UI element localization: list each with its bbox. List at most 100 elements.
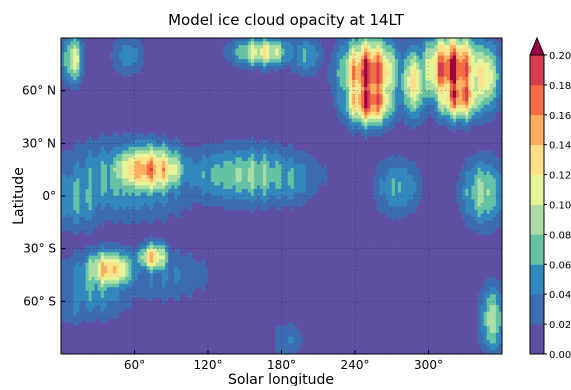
heatmap-cell [361,76,365,81]
heatmap-cell [385,66,390,71]
heatmap-cell [82,59,87,64]
heatmap-cell [290,76,295,81]
heatmap-cell [146,52,151,57]
heatmap-cell [296,55,301,60]
heatmap-cell [477,73,482,78]
heatmap-cell [272,52,276,57]
heatmap-cell [110,80,114,85]
heatmap-cell [134,66,139,71]
heatmap-cell [489,62,494,67]
heatmap-cell [358,38,362,43]
heatmap-cell [269,69,273,74]
heatmap-cell [183,48,188,53]
heatmap-cell [214,45,218,50]
heatmap-cell [88,73,93,78]
heatmap-cell [299,38,304,43]
heatmap-cell [152,45,157,50]
heatmap-cell [333,52,338,57]
heatmap-cell [100,73,105,78]
heatmap-cell [217,66,221,71]
heatmap-cell [201,52,206,57]
heatmap-cell [281,62,286,67]
heatmap-cell [440,38,445,43]
heatmap-cell [382,62,387,67]
heatmap-cell [198,52,203,57]
heatmap-cell [324,48,329,53]
heatmap-cell [425,76,430,81]
heatmap-cell [198,48,203,53]
heatmap-cell [404,59,408,64]
heatmap-cell [192,52,197,57]
heatmap-cell [379,41,384,46]
heatmap-cell [367,83,371,88]
heatmap-cell [198,45,203,50]
heatmap-cell [223,41,227,46]
heatmap-cell [302,66,307,71]
heatmap-cell [358,52,362,57]
heatmap-cell [272,59,276,64]
heatmap-cell [177,48,182,53]
heatmap-cell [434,45,439,50]
heatmap-cell [407,69,411,74]
heatmap-cell [367,80,371,85]
heatmap-cell [492,41,497,46]
heatmap-cell [483,69,488,74]
heatmap-cell [498,69,502,74]
heatmap-cell [266,55,270,60]
heatmap-cell [128,59,133,64]
heatmap-cell [232,76,237,81]
heatmap-cell [119,48,123,53]
heatmap-cell [143,55,148,60]
heatmap-cell [309,66,313,71]
heatmap-cell [400,48,405,53]
heatmap-cell [214,83,218,88]
heatmap-cell [103,52,108,57]
heatmap-cell [342,41,347,46]
heatmap-cell [217,52,221,57]
heatmap-cell [208,59,212,64]
heatmap-cell [204,55,209,60]
heatmap-cell [76,66,80,71]
heatmap-cell [376,48,381,53]
heatmap-cell [440,83,445,88]
heatmap-cell [272,45,276,50]
heatmap-cell [422,55,427,60]
heatmap-cell [483,52,488,57]
heatmap-cell [348,76,353,81]
heatmap-cell [394,59,399,64]
heatmap-cell [116,45,120,50]
heatmap-cell [348,55,353,60]
heatmap-cell [431,66,436,71]
heatmap-cell [204,69,209,74]
heatmap-cell [223,73,227,78]
heatmap-cell [342,52,347,57]
heatmap-cell [425,73,430,78]
heatmap-cell [195,48,200,53]
heatmap-cell [400,73,405,78]
heatmap-cell [128,38,133,43]
heatmap-cell [465,52,469,57]
heatmap-cell [247,55,252,60]
heatmap-cell [471,59,476,64]
heatmap-cell [428,69,433,74]
heatmap-cell [82,66,87,71]
heatmap-cell [79,48,84,53]
heatmap-cell [410,83,414,88]
heatmap-cell [483,59,488,64]
heatmap-cell [253,73,258,78]
heatmap-cell [382,73,387,78]
heatmap-cell [159,38,163,43]
heatmap-cell [94,73,99,78]
heatmap-cell [492,38,497,43]
heatmap-cell [333,83,338,88]
heatmap-cell [388,48,393,53]
heatmap-cell [333,62,338,67]
heatmap-cell [373,38,378,43]
heatmap-cell [379,38,384,43]
heatmap-cell [171,41,175,46]
heatmap-cell [407,66,411,71]
heatmap-cell [437,69,442,74]
heatmap-cell [91,83,96,88]
heatmap-cell [192,76,197,81]
heatmap-cell [244,66,249,71]
